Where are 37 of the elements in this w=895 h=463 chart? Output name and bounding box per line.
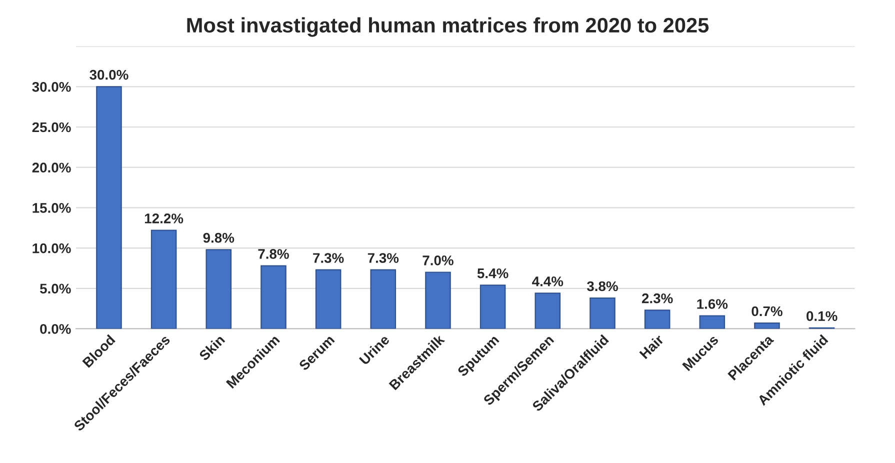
data-label: 7.0% xyxy=(422,255,454,266)
bar xyxy=(425,272,451,329)
bar xyxy=(96,86,122,329)
bar xyxy=(206,249,232,329)
y-tick-label: 15.0% xyxy=(32,203,71,213)
data-label: 0.1% xyxy=(806,311,838,322)
data-label: 1.6% xyxy=(697,299,728,309)
y-tick-label: 5.0% xyxy=(40,284,71,294)
data-label: 2.3% xyxy=(642,293,673,304)
data-label: 5.4% xyxy=(477,268,508,278)
bar xyxy=(644,310,670,329)
bar xyxy=(590,298,616,329)
data-label: 7.8% xyxy=(258,249,289,259)
bar xyxy=(480,284,506,329)
y-tick-label: 10.0% xyxy=(32,243,71,254)
bar xyxy=(534,292,561,329)
x-tick-label: Hair xyxy=(638,334,664,360)
bar xyxy=(315,269,342,329)
bar xyxy=(699,315,726,329)
data-label: 12.2% xyxy=(144,214,184,224)
y-tick-label: 30.0% xyxy=(32,82,71,92)
data-label: 7.3% xyxy=(368,253,399,263)
bar xyxy=(370,269,396,329)
y-tick-label: 0.0% xyxy=(40,324,71,334)
data-label: 3.8% xyxy=(586,281,618,292)
chart-title: Most invastigated human matrices from 2020 to 2025 xyxy=(187,17,709,37)
data-label: 7.3% xyxy=(313,253,344,263)
y-tick-label: 20.0% xyxy=(32,162,71,173)
data-label: 30.0% xyxy=(90,70,128,80)
data-label: 0.7% xyxy=(752,306,782,316)
x-tick-label: Skin xyxy=(198,334,226,362)
bar xyxy=(260,265,286,329)
bar xyxy=(754,322,780,329)
data-label: 4.4% xyxy=(532,276,564,286)
bar xyxy=(150,230,177,329)
data-label: 9.8% xyxy=(203,232,234,243)
y-tick-label: 25.0% xyxy=(32,122,71,132)
